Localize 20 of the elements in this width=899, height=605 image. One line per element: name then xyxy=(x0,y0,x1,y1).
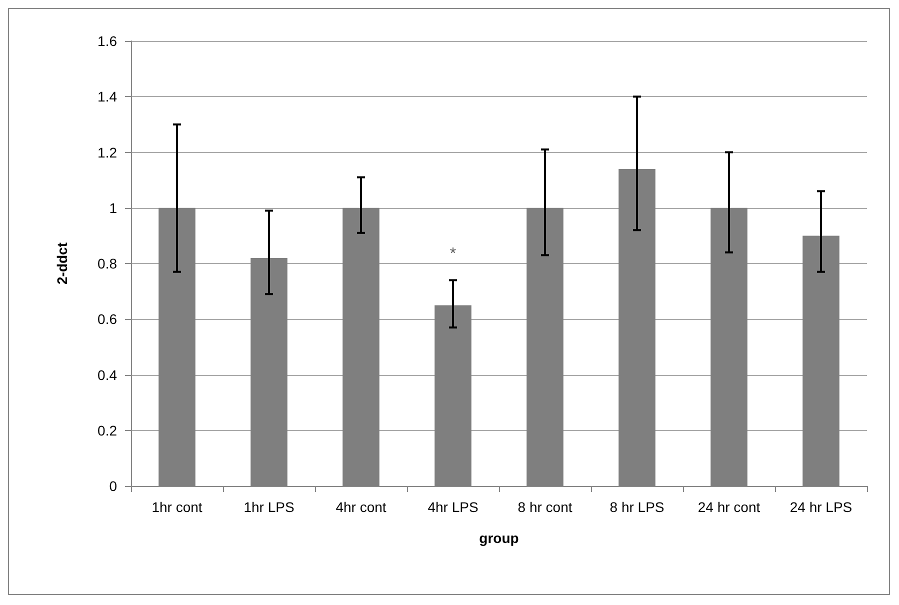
y-tick-label: 0.2 xyxy=(98,422,118,438)
y-tick-label: 0.6 xyxy=(98,311,118,328)
x-tick-label: 8 hr LPS xyxy=(610,499,664,515)
x-tick-label: 8 hr cont xyxy=(518,499,572,515)
x-tick-label: 24 hr LPS xyxy=(790,499,852,515)
x-tick-label: 4hr LPS xyxy=(428,499,478,515)
y-tick-label: 0 xyxy=(109,478,118,494)
y-tick-label: 0.4 xyxy=(98,366,118,383)
x-tick-label: 1hr LPS xyxy=(244,499,294,515)
y-tick-label: 1.4 xyxy=(98,88,118,105)
annotation: * xyxy=(450,246,456,263)
x-axis-title: group xyxy=(479,530,519,546)
y-tick-label: 1 xyxy=(109,200,118,216)
x-tick-label: 4hr cont xyxy=(336,499,386,515)
y-tick-label: 1.2 xyxy=(98,144,118,160)
x-tick-label: 1hr cont xyxy=(152,499,202,515)
y-axis-title: 2-ddct xyxy=(54,242,70,284)
x-tick-label: 24 hr cont xyxy=(698,499,760,515)
y-tick-label: 0.8 xyxy=(98,256,118,272)
y-tick-label: 1.6 xyxy=(98,33,118,49)
